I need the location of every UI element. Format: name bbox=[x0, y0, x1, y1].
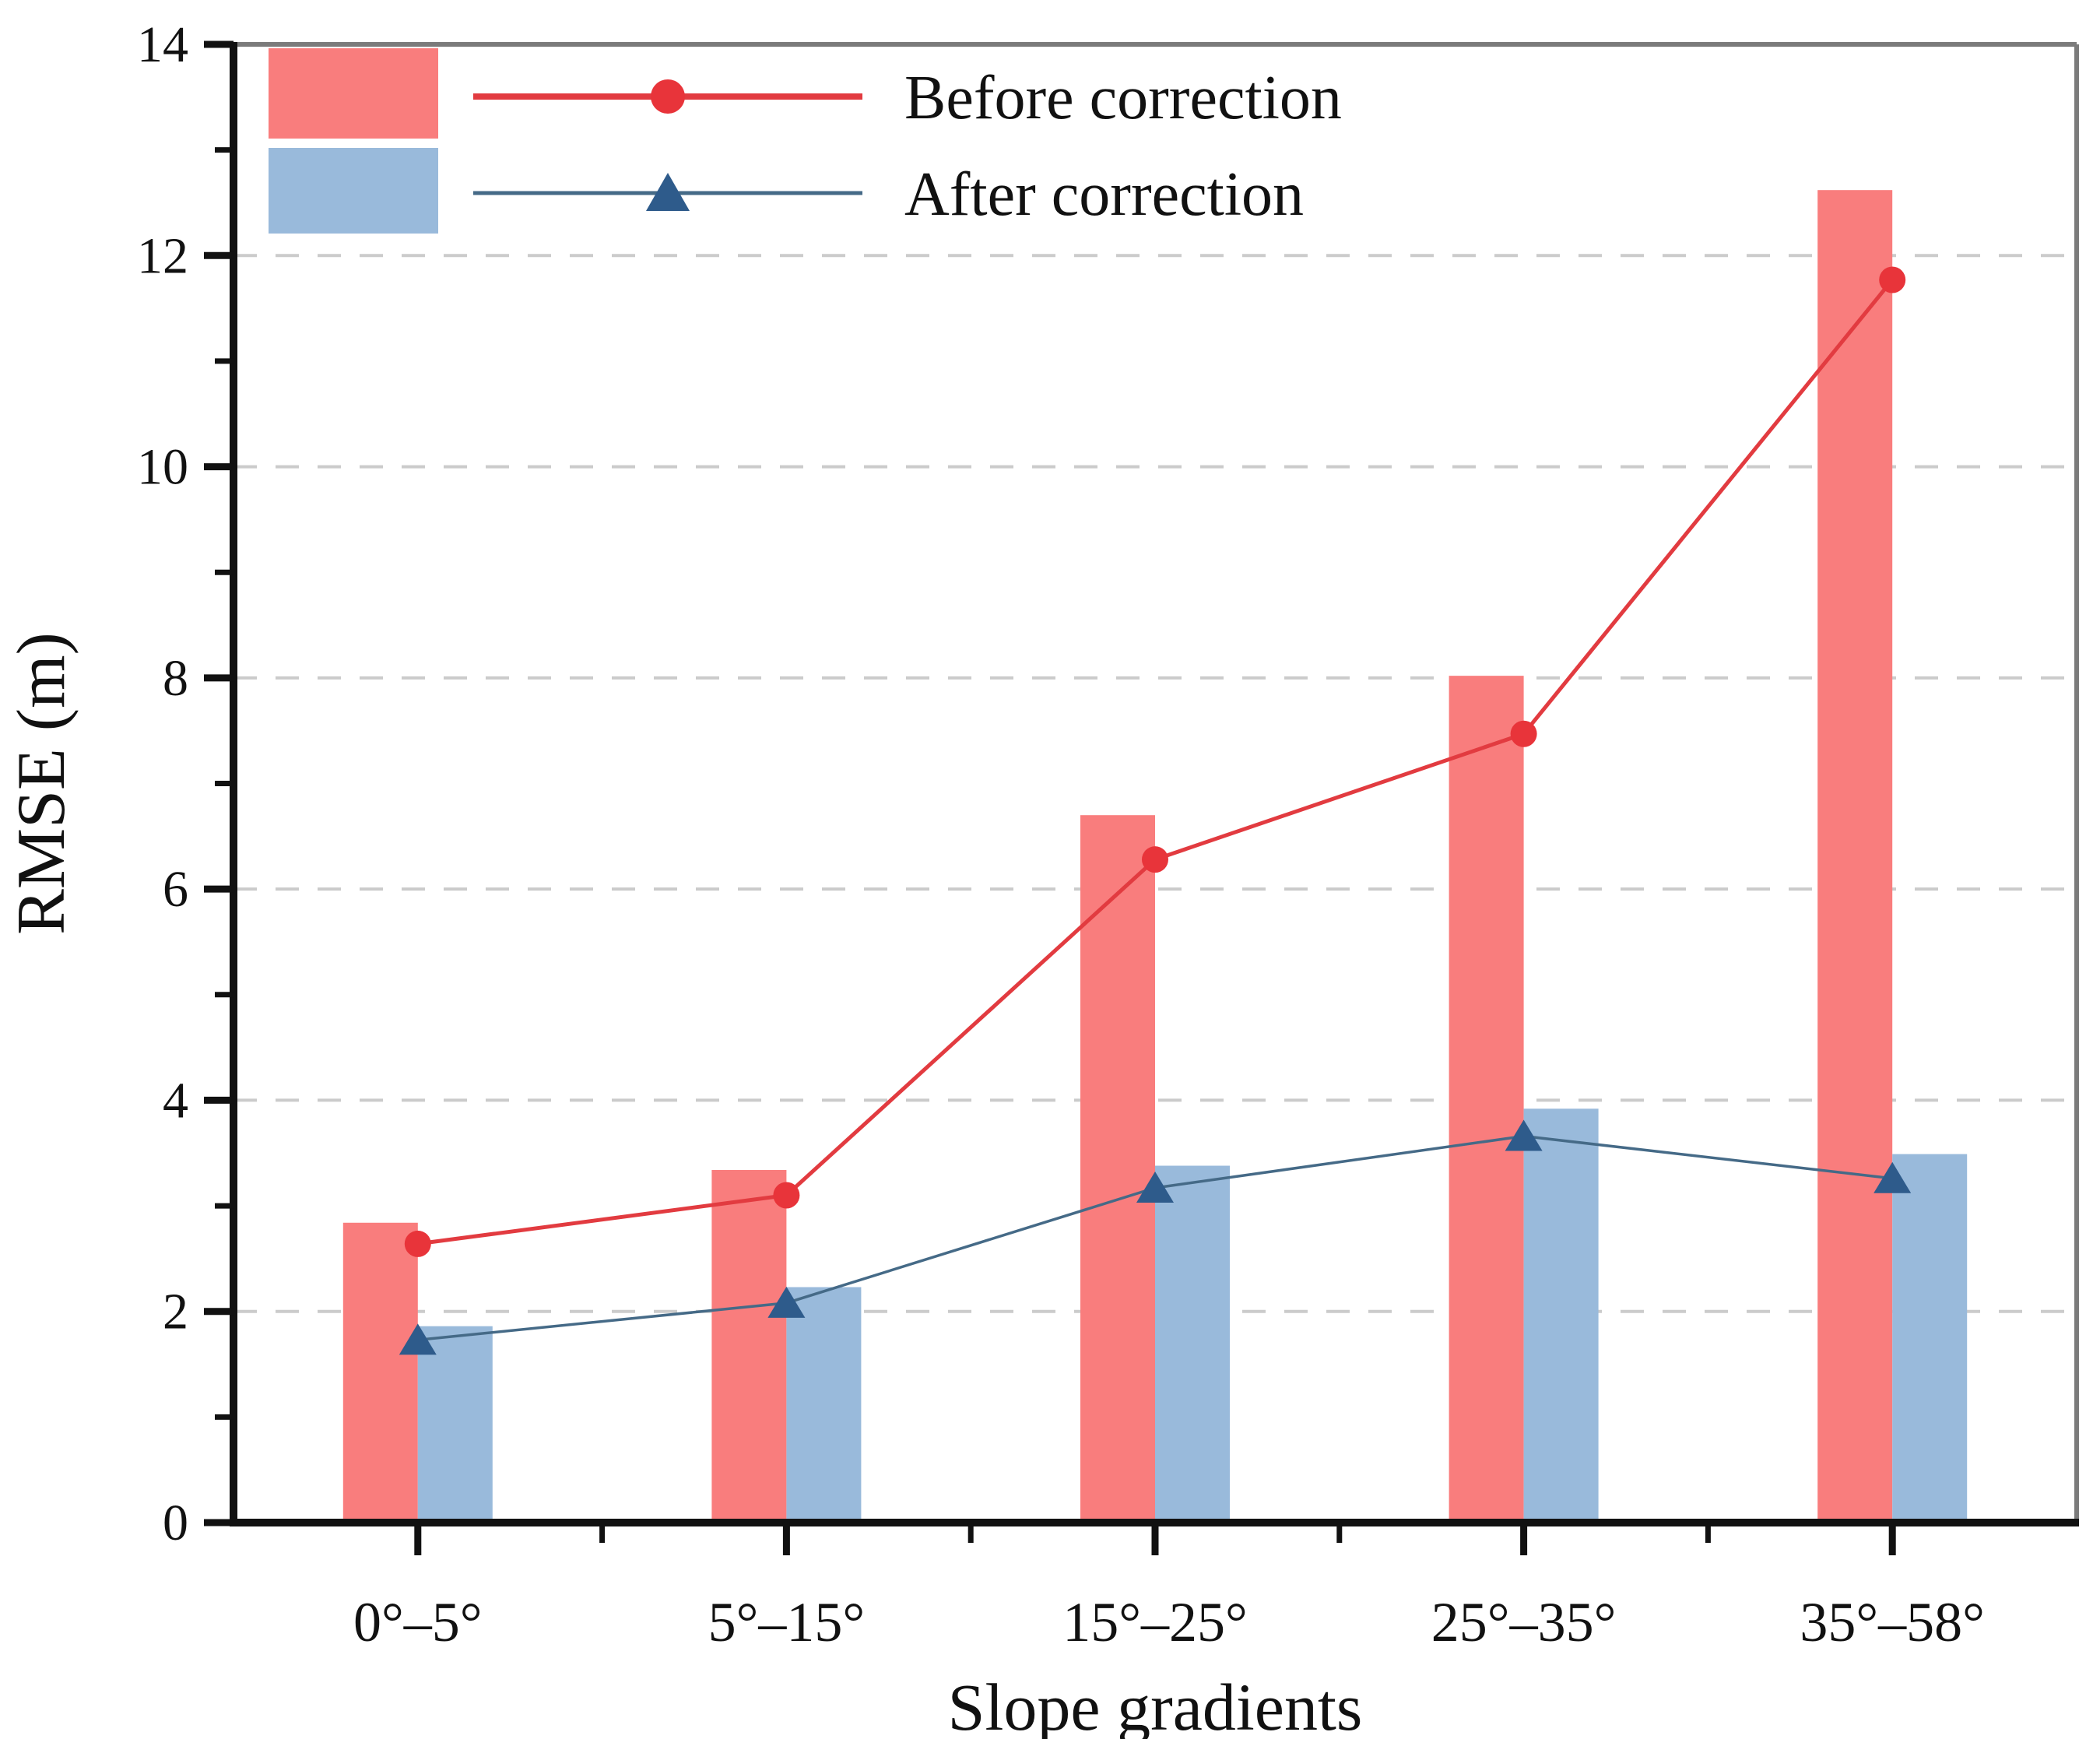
bar-before-correction-1 bbox=[711, 1169, 787, 1523]
circle-marker-before-4 bbox=[1879, 266, 1906, 293]
legend-swatch-0 bbox=[269, 48, 438, 139]
y-tick-label-14: 14 bbox=[137, 16, 188, 73]
y-tick-label-8: 8 bbox=[163, 650, 188, 707]
y-tick-label-10: 10 bbox=[137, 439, 188, 496]
triangle-marker-after-4 bbox=[1873, 1161, 1912, 1193]
legend-circle-marker-icon bbox=[651, 79, 685, 114]
bar-after-correction-3 bbox=[1523, 1108, 1599, 1523]
legend-label-1: After correction bbox=[904, 160, 1304, 229]
circle-marker-before-2 bbox=[1142, 846, 1168, 873]
bar-before-correction-4 bbox=[1817, 190, 1893, 1523]
bar-before-correction-2 bbox=[1080, 815, 1155, 1523]
circle-marker-before-0 bbox=[404, 1230, 431, 1257]
bar-after-correction-2 bbox=[1155, 1165, 1230, 1523]
y-tick-label-6: 6 bbox=[163, 861, 188, 918]
x-axis-title: Slope gradients bbox=[948, 1670, 1363, 1739]
y-tick-label-4: 4 bbox=[163, 1072, 188, 1129]
x-tick-label-4: 35°–58° bbox=[1800, 1591, 1985, 1653]
y-axis-title: RMSE (m) bbox=[4, 632, 79, 935]
y-tick-label-12: 12 bbox=[137, 227, 188, 284]
x-tick-label-1: 5°–15° bbox=[708, 1591, 866, 1653]
bar-after-correction-4 bbox=[1892, 1154, 1968, 1523]
y-tick-label-0: 0 bbox=[163, 1495, 188, 1551]
bar-before-correction-0 bbox=[342, 1222, 418, 1523]
bar-after-correction-1 bbox=[786, 1287, 862, 1523]
circle-marker-before-3 bbox=[1510, 720, 1537, 747]
x-tick-label-3: 25°–35° bbox=[1431, 1591, 1617, 1653]
legend: Before correction After correction bbox=[269, 48, 1342, 234]
legend-swatch-1 bbox=[269, 148, 438, 234]
triangle-marker-after-2 bbox=[1136, 1172, 1174, 1203]
bar-before-correction-3 bbox=[1449, 676, 1524, 1523]
legend-label-0: Before correction bbox=[904, 64, 1342, 132]
triangle-marker-after-1 bbox=[767, 1286, 806, 1318]
triangle-marker-after-0 bbox=[399, 1323, 437, 1355]
bar-after-correction-0 bbox=[417, 1326, 493, 1523]
x-tick-label-2: 15°–25° bbox=[1062, 1591, 1248, 1653]
y-tick-label-2: 2 bbox=[163, 1284, 188, 1340]
legend-triangle-marker-icon bbox=[646, 173, 690, 211]
circle-marker-before-1 bbox=[773, 1182, 800, 1209]
triangle-marker-after-3 bbox=[1505, 1119, 1543, 1151]
x-tick-label-0: 0°–5° bbox=[353, 1591, 483, 1653]
